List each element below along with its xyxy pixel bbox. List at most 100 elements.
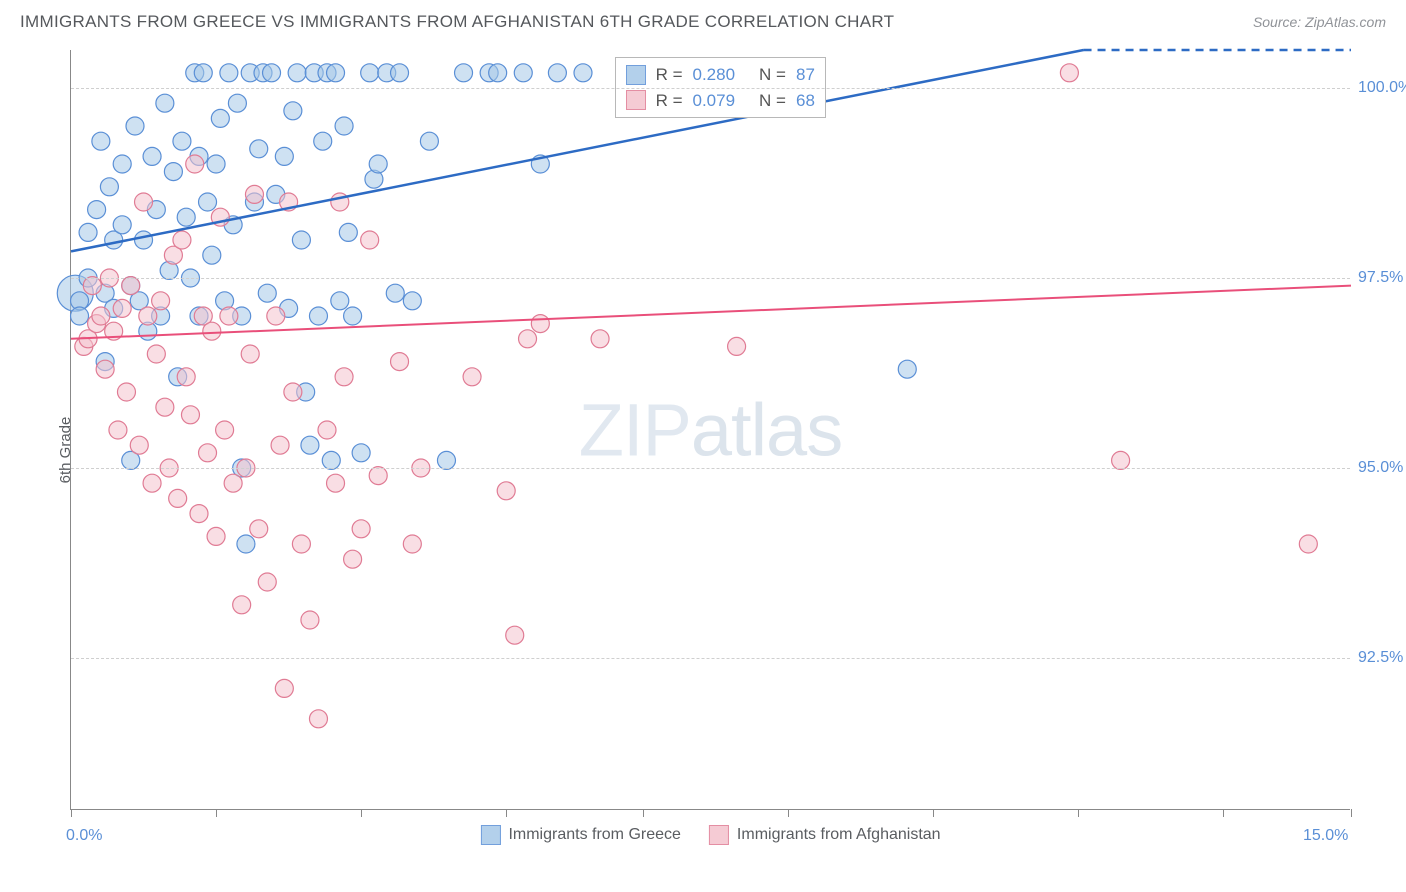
x-tick xyxy=(361,809,362,817)
stat-n-label: N = xyxy=(759,88,786,114)
legend-item: Immigrants from Afghanistan xyxy=(709,825,941,845)
data-point xyxy=(263,64,281,82)
bottom-legend: Immigrants from Greece Immigrants from Af… xyxy=(480,825,940,845)
x-tick xyxy=(506,809,507,817)
data-point xyxy=(135,193,153,211)
data-point xyxy=(181,406,199,424)
legend-swatch xyxy=(626,65,646,85)
data-point xyxy=(284,102,302,120)
data-point xyxy=(506,626,524,644)
data-point xyxy=(207,155,225,173)
data-point xyxy=(403,535,421,553)
data-point xyxy=(100,178,118,196)
x-tick xyxy=(1351,809,1352,817)
data-point xyxy=(489,64,507,82)
gridline xyxy=(71,658,1350,659)
data-point xyxy=(216,421,234,439)
legend-swatch xyxy=(709,825,729,845)
legend-swatch xyxy=(626,90,646,110)
data-point xyxy=(292,535,310,553)
data-point xyxy=(258,573,276,591)
chart-area: 6th Grade ZIPatlas R = 0.280N = 87R = 0.… xyxy=(40,50,1380,850)
data-point xyxy=(519,330,537,348)
data-point xyxy=(169,489,187,507)
legend-label: Immigrants from Greece xyxy=(508,826,680,844)
y-tick-label: 100.0% xyxy=(1358,79,1406,97)
source-label: Source: ZipAtlas.com xyxy=(1253,14,1386,30)
gridline xyxy=(71,88,1350,89)
stat-r-label: R = xyxy=(656,62,683,88)
data-point xyxy=(88,201,106,219)
x-tick xyxy=(216,809,217,817)
data-point xyxy=(109,421,127,439)
stats-row: R = 0.280N = 87 xyxy=(626,62,815,88)
data-point xyxy=(139,307,157,325)
data-point xyxy=(241,345,259,363)
data-point xyxy=(156,398,174,416)
data-point xyxy=(898,360,916,378)
gridline xyxy=(71,468,1350,469)
data-point xyxy=(113,216,131,234)
data-point xyxy=(135,231,153,249)
plot-region: ZIPatlas R = 0.280N = 87R = 0.079N = 68 … xyxy=(70,50,1350,810)
data-point xyxy=(71,307,89,325)
data-point xyxy=(463,368,481,386)
y-tick-label: 92.5% xyxy=(1358,649,1406,667)
data-point xyxy=(309,710,327,728)
data-point xyxy=(327,474,345,492)
data-point xyxy=(130,436,148,454)
data-point xyxy=(591,330,609,348)
data-point xyxy=(369,467,387,485)
data-point xyxy=(177,208,195,226)
data-point xyxy=(203,322,221,340)
data-point xyxy=(344,307,362,325)
data-point xyxy=(574,64,592,82)
data-point xyxy=(339,223,357,241)
data-point xyxy=(267,307,285,325)
data-point xyxy=(275,679,293,697)
x-tick xyxy=(933,809,934,817)
data-point xyxy=(531,315,549,333)
data-point xyxy=(327,64,345,82)
legend-item: Immigrants from Greece xyxy=(480,825,680,845)
data-point xyxy=(79,223,97,241)
data-point xyxy=(92,132,110,150)
data-point xyxy=(250,520,268,538)
data-point xyxy=(403,292,421,310)
data-point xyxy=(228,94,246,112)
data-point xyxy=(207,527,225,545)
data-point xyxy=(1060,64,1078,82)
data-point xyxy=(250,140,268,158)
data-point xyxy=(199,444,217,462)
y-tick-label: 95.0% xyxy=(1358,459,1406,477)
data-point xyxy=(391,64,409,82)
data-point xyxy=(314,132,332,150)
data-point xyxy=(386,284,404,302)
data-point xyxy=(224,474,242,492)
data-point xyxy=(1299,535,1317,553)
x-tick xyxy=(643,809,644,817)
stat-n-value: 68 xyxy=(796,88,815,114)
data-point xyxy=(203,246,221,264)
data-point xyxy=(361,64,379,82)
data-point xyxy=(92,307,110,325)
data-point xyxy=(164,163,182,181)
legend-swatch xyxy=(480,825,500,845)
data-point xyxy=(147,345,165,363)
data-point xyxy=(122,277,140,295)
data-point xyxy=(309,307,327,325)
data-point xyxy=(352,520,370,538)
x-tick xyxy=(1078,809,1079,817)
data-point xyxy=(437,451,455,469)
gridline xyxy=(71,278,1350,279)
data-point xyxy=(152,292,170,310)
data-point xyxy=(220,307,238,325)
data-point xyxy=(186,155,204,173)
data-point xyxy=(190,505,208,523)
data-point xyxy=(455,64,473,82)
data-point xyxy=(173,132,191,150)
data-point xyxy=(258,284,276,302)
x-tick-label: 0.0% xyxy=(66,827,102,845)
data-point xyxy=(194,64,212,82)
data-point xyxy=(1112,451,1130,469)
